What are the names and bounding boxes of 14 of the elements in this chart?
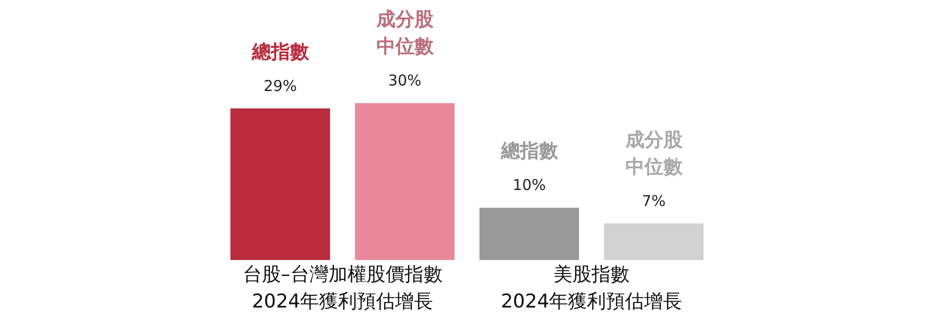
data-label: 10% <box>512 176 546 194</box>
bar <box>230 108 330 260</box>
data-label: 7% <box>642 192 666 210</box>
bar <box>354 103 455 260</box>
x-tick-label: 總指數 <box>250 40 310 63</box>
x-tick-label: 總指數 <box>500 140 559 162</box>
data-label: 29% <box>264 76 297 95</box>
text: 台股–台灣加權股價指數 2024年獲利預估增長 <box>242 263 442 312</box>
text: 美股指數 2024年獲利預估增長 <box>500 263 682 312</box>
bar <box>479 208 580 260</box>
x-tick-label: 成分股中位數 <box>624 128 684 178</box>
data-label: 30% <box>388 72 422 90</box>
bar <box>604 223 704 260</box>
x-tick-label: 成分股中位數 <box>375 8 434 58</box>
